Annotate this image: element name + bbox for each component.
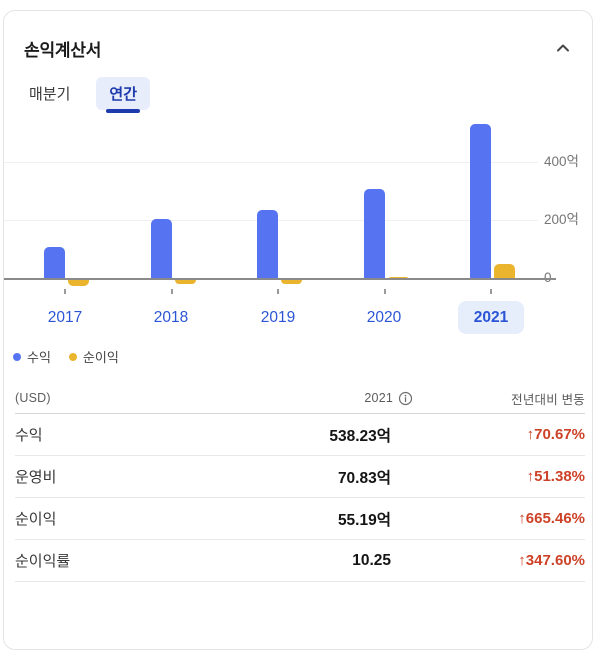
legend-revenue-label: 수익 <box>27 350 51 365</box>
x-axis-tick-2020 <box>383 289 386 294</box>
row-change: ↑347.60% <box>518 552 585 569</box>
chart-legend: 수익 순이익 <box>13 347 119 366</box>
year-2019[interactable]: 2019 <box>260 309 296 326</box>
tab-quarterly[interactable]: 매분기 <box>16 77 83 110</box>
bar-revenue-2020[interactable] <box>363 188 385 280</box>
financial-table: (USD) 2021 전년대비 변동 수익 538.23억 ↑7 <box>15 383 585 582</box>
y-axis-label-0: 0 <box>544 269 552 287</box>
row-change: ↑70.67% <box>526 426 585 443</box>
row-label: 순이익 <box>15 511 57 528</box>
bar-revenue-2018[interactable] <box>150 218 172 280</box>
x-axis-line <box>4 278 556 280</box>
bar-chart-canvas: 400억 200억 0 <box>4 111 592 306</box>
row-value: 538.23억 <box>329 427 391 445</box>
legend-item-net-income: 순이익 <box>68 347 119 366</box>
bar-revenue-2021[interactable] <box>470 123 491 280</box>
y-axis-label-200: 200억 <box>544 212 579 227</box>
tab-annual-label: 연간 <box>109 86 138 103</box>
year-2018[interactable]: 2018 <box>153 309 189 326</box>
x-axis-tick-2018 <box>170 289 173 294</box>
year-2021[interactable]: 2021 <box>458 301 524 334</box>
row-label: 수익 <box>15 427 43 444</box>
collapse-button[interactable] <box>550 35 576 61</box>
x-axis-tick-2021 <box>490 289 492 294</box>
card-header: 손익계산서 <box>24 35 576 61</box>
column-header-unit: (USD) <box>15 391 51 405</box>
row-label: 순이익률 <box>15 553 71 570</box>
year-selector: 2017 2018 2019 2020 2021 <box>4 301 592 334</box>
row-value: 55.19억 <box>337 511 391 529</box>
period-tabs: 매분기 연간 <box>16 77 151 113</box>
tab-annual[interactable]: 연간 <box>96 77 151 113</box>
net-income-dot-icon <box>68 352 77 361</box>
column-header-period-label: 2021 <box>364 391 393 405</box>
chevron-up-icon <box>555 40 571 56</box>
gridline-400 <box>4 162 538 163</box>
table-row-operating-expenses: 운영비 70.83억 ↑51.38% <box>15 456 585 498</box>
row-value: 10.25 <box>352 551 391 569</box>
page-title: 손익계산서 <box>24 40 102 60</box>
bar-revenue-2019[interactable] <box>257 210 278 280</box>
row-label: 운영비 <box>15 469 57 486</box>
table-row-net-margin: 순이익률 10.25 ↑347.60% <box>15 540 585 582</box>
info-button[interactable] <box>398 391 413 406</box>
table-row-net-income: 순이익 55.19억 ↑665.46% <box>15 498 585 540</box>
tab-active-underline <box>106 109 141 113</box>
info-icon <box>398 391 413 406</box>
legend-net-income-label: 순이익 <box>82 350 119 365</box>
column-header-change: 전년대비 변동 <box>511 392 585 407</box>
x-axis-tick-2019 <box>277 289 279 294</box>
bar-net-income-2018[interactable] <box>174 280 196 284</box>
income-statement-card: 손익계산서 매분기 연간 400억 200억 0 2017 2018 2019 … <box>3 10 593 650</box>
bar-net-income-2019[interactable] <box>281 280 302 284</box>
revenue-dot-icon <box>13 352 21 361</box>
legend-item-revenue: 수익 <box>13 347 51 366</box>
x-axis-tick-2017 <box>64 289 66 294</box>
year-2017[interactable]: 2017 <box>47 309 83 326</box>
row-value: 70.83억 <box>337 469 391 487</box>
bar-net-income-2021[interactable] <box>494 264 515 280</box>
table-row-revenue: 수익 538.23억 ↑70.67% <box>15 414 585 456</box>
column-header-period: 2021 <box>207 391 413 406</box>
bar-revenue-2017[interactable] <box>44 246 65 280</box>
row-change: ↑665.46% <box>518 510 585 527</box>
bar-net-income-2017[interactable] <box>68 280 89 286</box>
year-2020[interactable]: 2020 <box>366 309 402 326</box>
y-axis-label-400: 400억 <box>544 154 579 169</box>
table-header-row: (USD) 2021 전년대비 변동 <box>15 383 585 414</box>
row-change: ↑51.38% <box>526 468 585 485</box>
